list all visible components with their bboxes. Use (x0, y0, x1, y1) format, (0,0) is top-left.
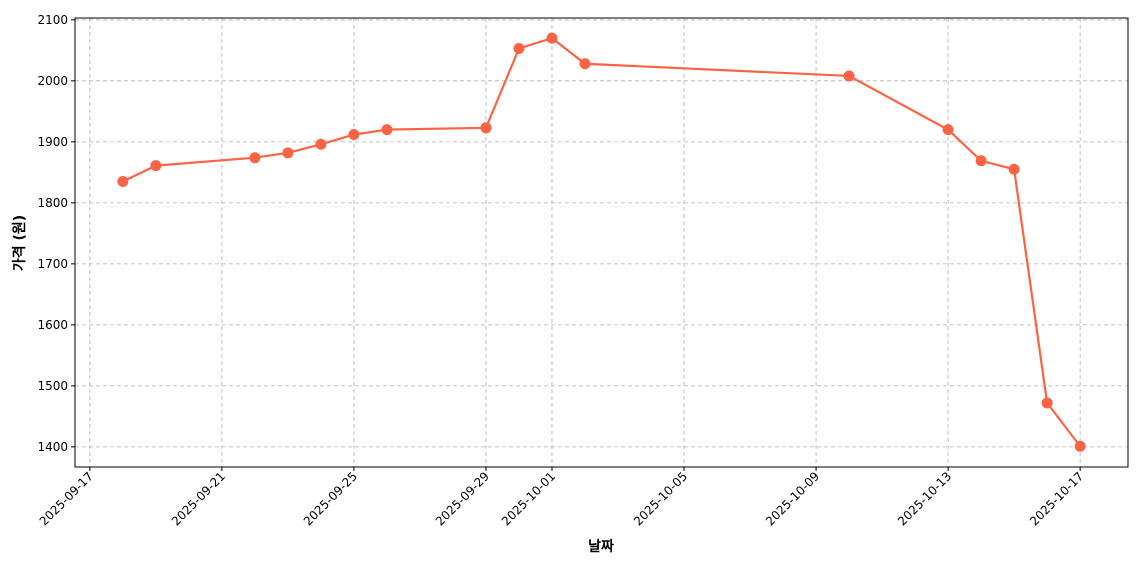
data-point (348, 129, 360, 141)
y-tick-label: 2000 (37, 74, 68, 88)
x-tick-label: 2025-09-25 (301, 469, 360, 528)
x-axis-label: 날짜 (588, 539, 614, 555)
x-tick-label: 2025-09-17 (37, 469, 96, 528)
data-point (843, 70, 855, 82)
data-point (381, 124, 393, 136)
data-point (150, 160, 162, 172)
y-tick-label: 1800 (37, 196, 68, 210)
y-tick-label: 1900 (37, 135, 68, 149)
data-point (975, 155, 987, 167)
y-tick-label: 1400 (37, 440, 68, 454)
data-point (315, 138, 327, 150)
x-tick-label: 2025-10-09 (763, 469, 822, 528)
data-point (546, 32, 558, 44)
data-line (122, 36, 1082, 447)
data-point (282, 147, 294, 159)
data-point (1008, 163, 1020, 175)
data-point (117, 175, 129, 187)
data-point (513, 43, 525, 55)
x-tick-label: 2025-10-01 (499, 469, 558, 528)
x-tick-label: 2025-10-13 (895, 469, 954, 528)
x-tick-label: 2025-09-21 (169, 469, 228, 528)
y-tick-label: 1600 (37, 318, 68, 332)
y-tick-label: 2100 (37, 13, 68, 27)
x-tick-label: 2025-10-05 (631, 469, 690, 528)
y-tick-label: 1700 (37, 257, 68, 271)
x-tick-label: 2025-10-17 (1027, 469, 1086, 528)
x-tick-label: 2025-09-29 (433, 469, 492, 528)
data-point (942, 124, 954, 136)
data-point (480, 122, 492, 134)
data-point (1074, 440, 1086, 452)
y-tick-label: 1500 (37, 379, 68, 393)
data-point (579, 58, 591, 70)
data-point (249, 152, 261, 164)
y-axis-label: 가격 (원) (11, 215, 28, 271)
plot-frame (74, 17, 1129, 468)
data-point (1041, 397, 1053, 409)
